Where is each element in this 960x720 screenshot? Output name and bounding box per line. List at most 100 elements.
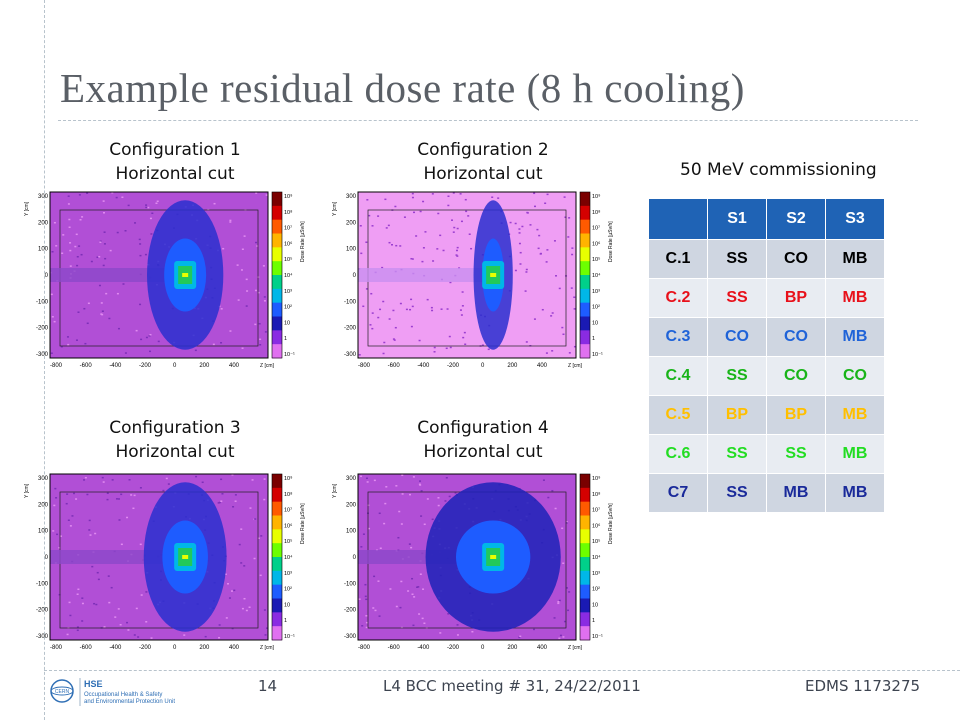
config-cell: C.1 (648, 239, 708, 279)
noise-speck (60, 346, 63, 348)
noise-speck (89, 534, 92, 536)
noise-speck (557, 600, 560, 603)
noise-speck (377, 316, 380, 319)
noise-speck (122, 283, 125, 285)
noise-speck (81, 597, 84, 599)
noise-speck (75, 233, 78, 236)
noise-speck (422, 588, 425, 590)
noise-speck (117, 608, 120, 610)
y-tick-label: 100 (346, 529, 357, 535)
colorbar-swatch (272, 275, 282, 290)
noise-speck (145, 206, 148, 209)
y-axis-label: Y [cm] (332, 483, 338, 498)
y-axis-label: Y [cm] (24, 201, 30, 216)
colorbar-swatch (580, 501, 590, 516)
noise-speck (413, 211, 416, 214)
colorbar-swatch (272, 288, 282, 304)
value-cell: MB (825, 473, 885, 513)
colorbar-swatch (580, 247, 590, 262)
noise-speck (381, 266, 384, 269)
noise-speck (422, 200, 425, 203)
colorbar-tick-label: 10⁹ (284, 475, 292, 482)
noise-speck (568, 352, 571, 354)
x-tick-label: 200 (199, 645, 210, 651)
noise-speck (407, 590, 410, 592)
noise-speck (437, 497, 440, 499)
noise-speck (59, 535, 62, 537)
noise-speck (145, 621, 148, 623)
colorbar-tick-label: 10⁴ (592, 554, 601, 561)
y-tick-label: 200 (346, 220, 357, 226)
noise-speck (124, 352, 127, 354)
colorbar-swatch (580, 612, 590, 627)
noise-speck (412, 624, 415, 627)
noise-speck (431, 518, 434, 521)
cern-hse-logo: CERN HSE Occupational Health & Safety an… (50, 678, 175, 706)
noise-speck (553, 240, 556, 242)
noise-speck (559, 634, 562, 637)
colorbar-swatch (272, 612, 282, 627)
noise-speck (52, 530, 55, 532)
caption-config: Configuration 2 (417, 140, 549, 160)
noise-speck (550, 315, 553, 317)
noise-speck (155, 202, 158, 205)
noise-speck (364, 595, 367, 598)
noise-speck (563, 196, 566, 198)
noise-speck (551, 489, 554, 492)
beam-pipe (358, 268, 484, 282)
header-cell: S2 (766, 198, 826, 240)
noise-speck (69, 249, 72, 252)
noise-speck (241, 607, 244, 610)
noise-speck (115, 196, 118, 199)
noise-speck (432, 260, 435, 262)
noise-speck (568, 217, 571, 219)
noise-speck (359, 225, 362, 227)
x-tick-label: 400 (229, 645, 240, 651)
x-tick-label: 400 (537, 645, 548, 651)
noise-speck (567, 236, 570, 238)
noise-speck (447, 613, 450, 615)
noise-speck (379, 308, 382, 311)
noise-speck (451, 219, 454, 221)
noise-speck (424, 231, 427, 233)
noise-speck (140, 338, 143, 341)
noise-speck (201, 481, 204, 484)
noise-speck (456, 246, 459, 249)
colorbar-label: Dose Rate [µSv/h] (300, 503, 306, 544)
noise-speck (103, 626, 106, 628)
noise-speck (383, 522, 386, 525)
noise-speck (558, 599, 561, 602)
noise-speck (229, 219, 232, 222)
noise-speck (365, 477, 368, 480)
y-tick-label: -100 (344, 299, 357, 305)
noise-speck (53, 504, 56, 507)
noise-speck (554, 507, 557, 510)
x-tick-label: -800 (50, 363, 63, 369)
noise-speck (470, 247, 473, 250)
noise-speck (388, 241, 391, 244)
noise-speck (439, 632, 442, 634)
configuration-table: S1 S2 S3 C.1 SS CO MB C.2 SS BP MB C.3 CO CO MB C.4 S… (648, 198, 885, 513)
noise-speck (519, 263, 522, 265)
noise-speck (88, 529, 91, 531)
y-tick-label: 300 (346, 476, 357, 482)
noise-speck (395, 485, 398, 487)
noise-speck (165, 477, 168, 480)
value-cell: SS (707, 356, 767, 396)
noise-speck (51, 251, 54, 253)
colorbar-swatch (272, 205, 282, 221)
noise-speck (218, 624, 221, 626)
x-axis-label: Z [cm] (568, 645, 582, 651)
dose-hotspot (182, 555, 189, 559)
noise-speck (365, 615, 368, 617)
noise-speck (98, 255, 101, 258)
noise-speck (521, 225, 524, 228)
noise-speck (397, 536, 400, 539)
table-row: C7 SS MB MB (648, 473, 885, 513)
noise-speck (251, 479, 254, 481)
noise-speck (259, 338, 262, 341)
noise-speck (561, 326, 564, 329)
noise-speck (69, 265, 72, 267)
noise-speck (119, 624, 122, 626)
